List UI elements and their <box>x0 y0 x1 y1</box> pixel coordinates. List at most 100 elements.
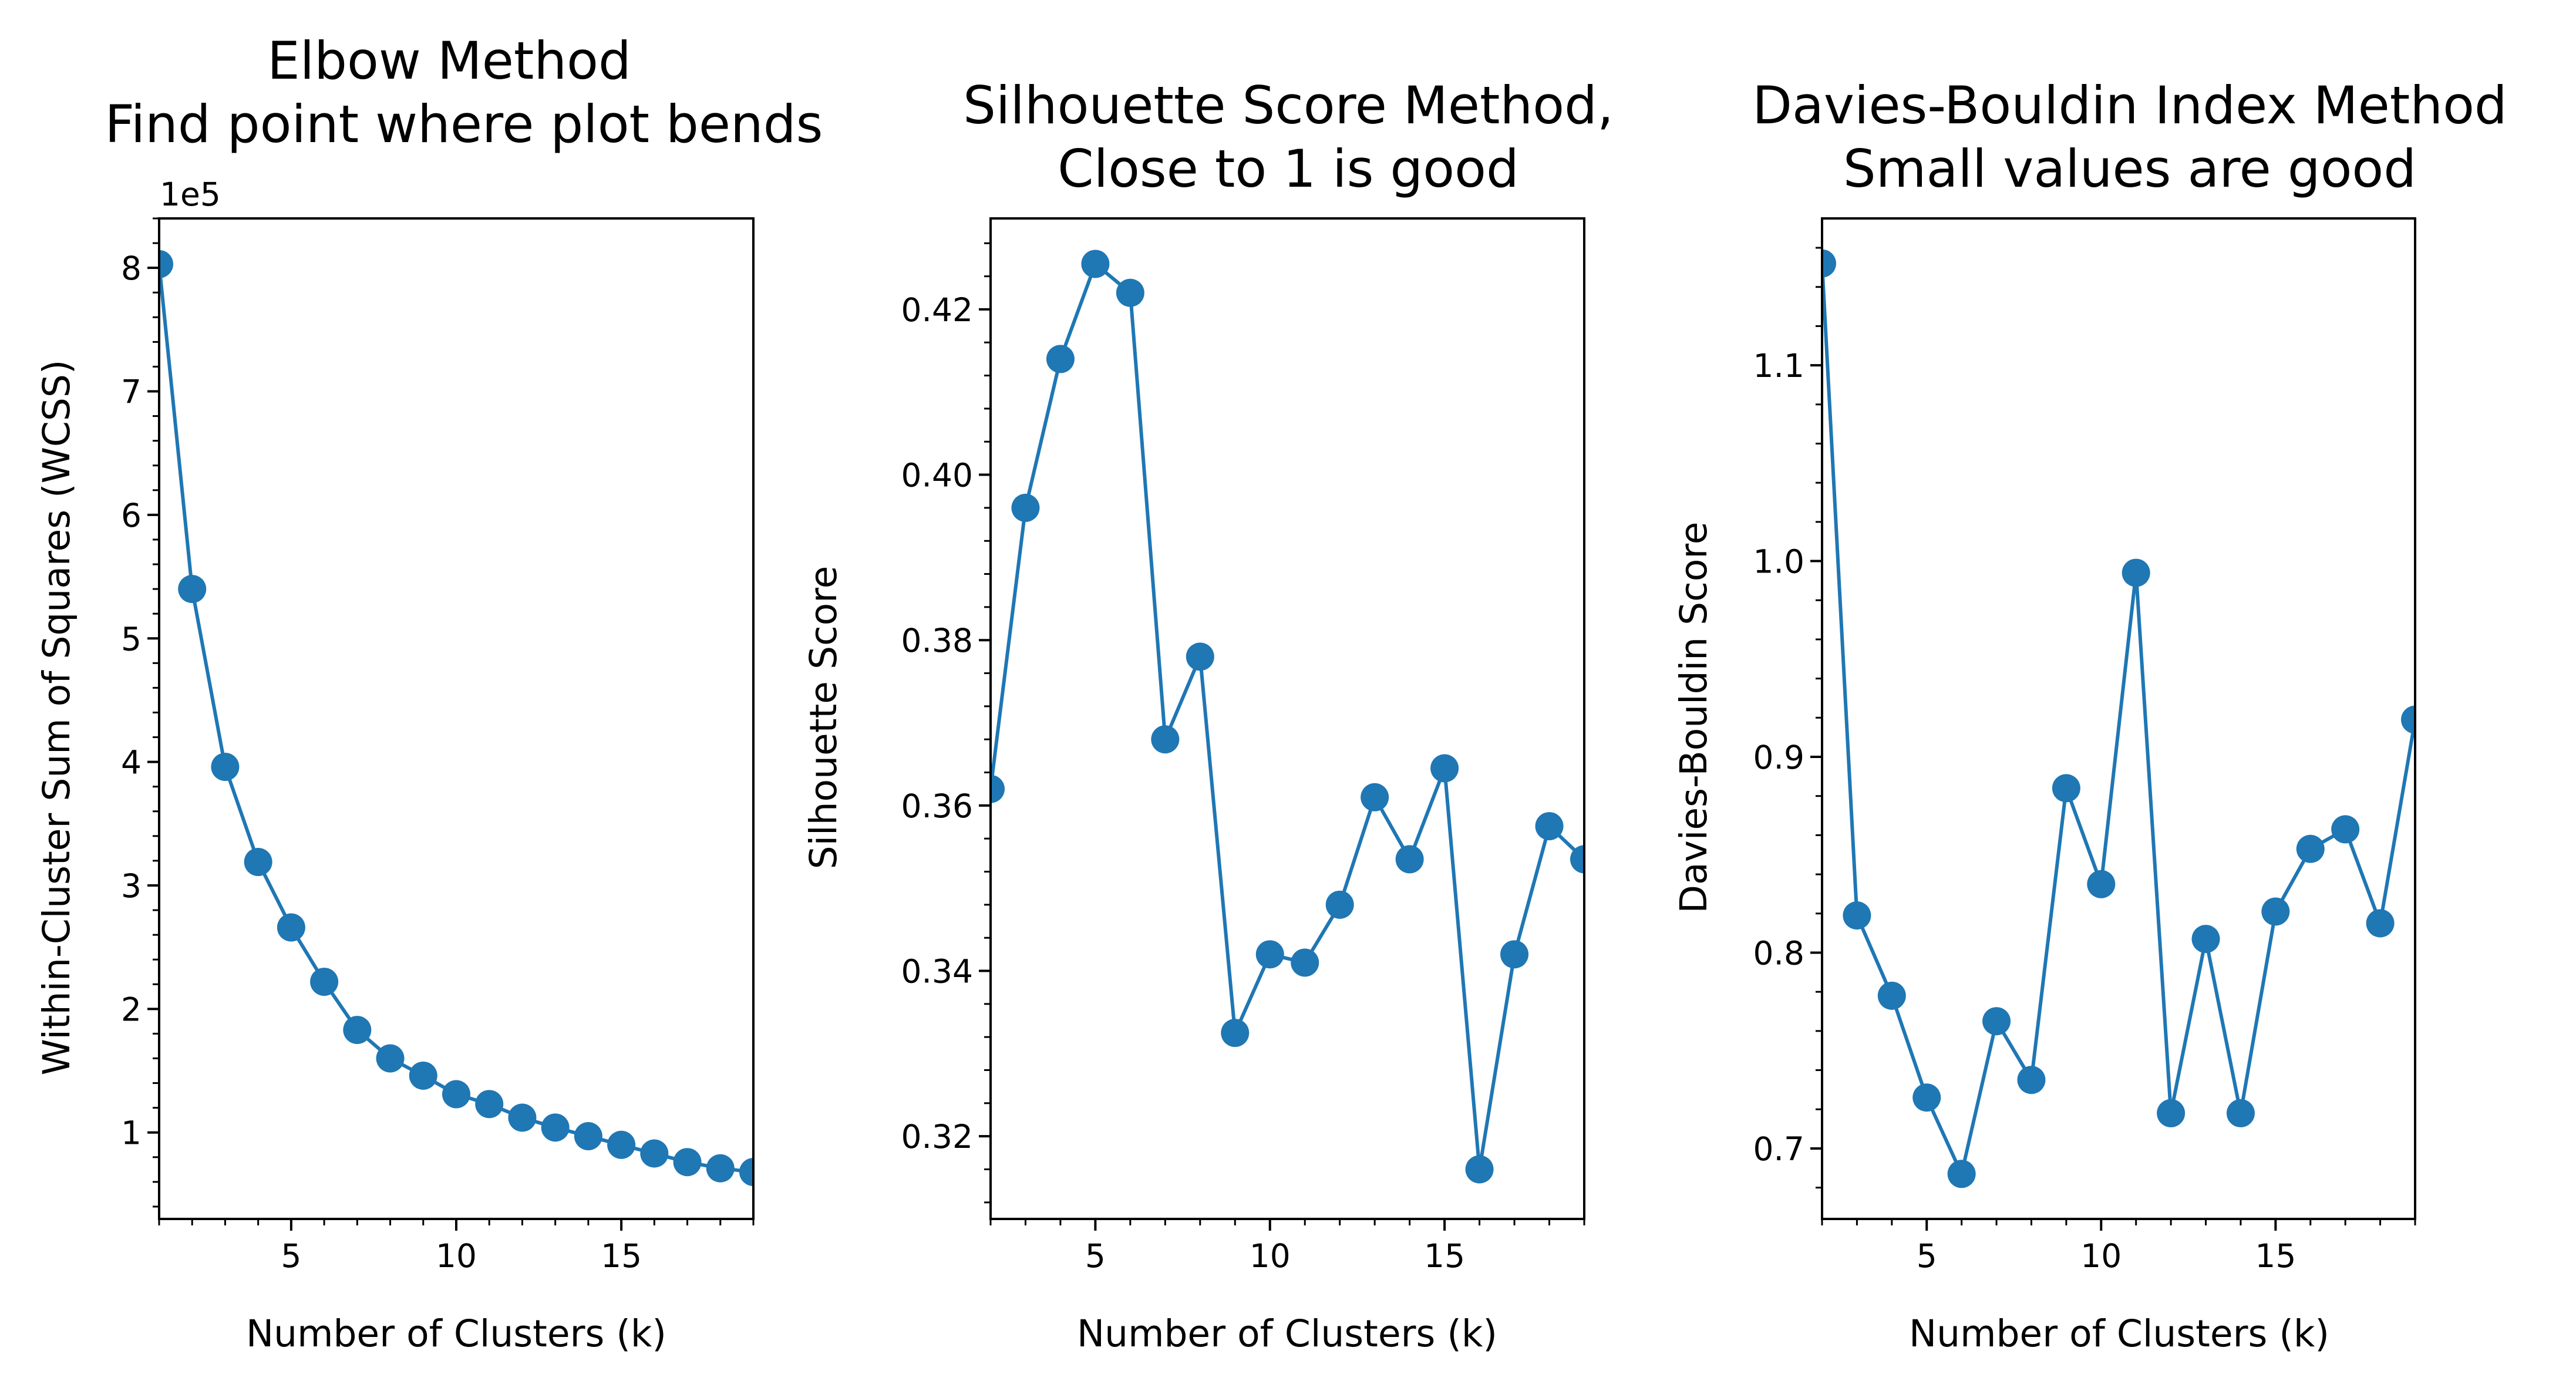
elbow-ticks: 5 10 15 1 2 3 4 5 6 7 8 <box>121 217 755 1275</box>
elbow-data-point <box>607 1130 636 1159</box>
silhouette-data-point <box>1430 754 1459 783</box>
davies-bouldin-y-tick-label: 0.9 <box>1753 739 1804 776</box>
elbow-data-point <box>310 968 339 996</box>
davies-bouldin-data-point <box>2261 897 2290 926</box>
elbow-data-point <box>277 913 305 942</box>
davies-bouldin-data-point <box>1843 901 1871 930</box>
elbow-title-line-1: Elbow Method <box>267 31 631 91</box>
davies-bouldin-x-tick-label: 10 <box>2080 1237 2122 1275</box>
elbow-x-tick-label: 5 <box>281 1237 301 1275</box>
davies-bouldin-data-point <box>1982 1007 2011 1036</box>
elbow-y-tick-label: 4 <box>121 744 142 782</box>
silhouette-data-point <box>1081 250 1110 278</box>
davies-bouldin-data-point <box>2017 1066 2046 1094</box>
silhouette-data-point <box>1255 940 1284 969</box>
silhouette-y-axis-label: Silhouette Score <box>802 566 845 870</box>
davies-bouldin-y-tick-label: 1.1 <box>1753 347 1804 385</box>
elbow-data-point <box>159 250 173 278</box>
elbow-y-tick-label: 2 <box>121 991 142 1028</box>
silhouette-data-point <box>1535 812 1564 841</box>
silhouette-data-point <box>991 774 1005 803</box>
davies-bouldin-y-tick-label: 0.8 <box>1753 934 1804 972</box>
elbow-data-point <box>244 848 272 877</box>
elbow-data-point <box>376 1044 405 1073</box>
davies-bouldin-data-point <box>2087 870 2116 898</box>
silhouette-x-tick-label: 5 <box>1085 1237 1106 1275</box>
elbow-y-axis-label: Within-Cluster Sum of Squares (WCSS) <box>35 360 78 1076</box>
silhouette-data-point <box>1570 845 1584 874</box>
silhouette-y-tick-label: 0.34 <box>901 953 973 991</box>
davies-bouldin-series-line <box>1822 263 2415 1180</box>
silhouette-x-tick-label: 15 <box>1424 1237 1465 1275</box>
davies-bouldin-data-point <box>1822 249 1836 278</box>
davies-bouldin-chart: Davies-Bouldin Index Method Small values… <box>1672 75 2507 1355</box>
silhouette-y-tick-label: 0.42 <box>901 291 973 329</box>
silhouette-series <box>991 250 1584 1184</box>
davies-bouldin-data-point <box>2052 774 2080 803</box>
silhouette-chart: Silhouette Score Method, Close to 1 is g… <box>802 75 1614 1355</box>
silhouette-data-point <box>1325 890 1354 919</box>
davies-bouldin-data-point <box>2296 834 2325 863</box>
davies-bouldin-data-point <box>2226 1099 2255 1127</box>
davies-bouldin-x-axis-label: Number of Clusters (k) <box>1909 1312 2329 1355</box>
davies-bouldin-data-point <box>1877 981 1906 1010</box>
silhouette-series-line <box>991 261 1584 1170</box>
davies-bouldin-x-tick-label: 5 <box>1917 1237 1937 1275</box>
davies-bouldin-series <box>1822 249 2415 1188</box>
silhouette-data-point <box>1011 493 1040 522</box>
davies-bouldin-data-point <box>2157 1099 2186 1127</box>
elbow-data-point <box>739 1158 753 1187</box>
elbow-y-tick-label: 7 <box>121 373 142 411</box>
davies-bouldin-data-point <box>2401 705 2415 734</box>
davies-bouldin-plot-frame <box>1821 217 2416 1220</box>
silhouette-title-line-1: Silhouette Score Method, <box>963 75 1614 136</box>
silhouette-data-point <box>1151 725 1180 754</box>
elbow-data-point <box>178 575 207 604</box>
elbow-y-tick-label: 5 <box>121 620 142 658</box>
silhouette-data-point <box>1116 278 1144 307</box>
elbow-x-tick-label: 10 <box>436 1237 477 1275</box>
davies-bouldin-data-point <box>1912 1083 1941 1112</box>
silhouette-data-point <box>1046 345 1075 373</box>
davies-bouldin-y-axis-label: Davies-Bouldin Score <box>1672 521 1715 913</box>
silhouette-data-point <box>1500 940 1529 969</box>
elbow-data-point <box>541 1113 570 1142</box>
davies-bouldin-title-line-1: Davies-Bouldin Index Method <box>1752 75 2507 136</box>
davies-bouldin-data-point <box>2331 815 2360 844</box>
elbow-data-point <box>640 1139 669 1168</box>
silhouette-ticks: 5 10 15 0.32 0.34 0.36 0.38 0.40 0.42 <box>901 242 1585 1275</box>
elbow-y-tick-label: 1 <box>121 1114 142 1152</box>
elbow-y-tick-label: 3 <box>121 867 142 905</box>
elbow-x-tick-label: 15 <box>601 1237 642 1275</box>
silhouette-data-point <box>1395 845 1424 874</box>
silhouette-data-point <box>1361 783 1389 811</box>
silhouette-y-tick-label: 0.32 <box>901 1118 973 1156</box>
elbow-data-point <box>211 753 240 782</box>
silhouette-title-line-2: Close to 1 is good <box>1058 139 1519 199</box>
silhouette-x-axis-label: Number of Clusters (k) <box>1077 1312 1497 1355</box>
elbow-series-line <box>159 264 753 1174</box>
elbow-y-tick-label: 8 <box>121 250 142 287</box>
silhouette-data-point <box>1465 1155 1494 1184</box>
elbow-data-point <box>475 1090 504 1119</box>
silhouette-x-tick-label: 10 <box>1250 1237 1291 1275</box>
elbow-data-point <box>343 1016 372 1045</box>
elbow-plot-frame <box>158 217 755 1220</box>
elbow-data-point <box>442 1080 470 1109</box>
davies-bouldin-data-point <box>2122 558 2150 587</box>
elbow-x-axis-label: Number of Clusters (k) <box>246 1312 666 1355</box>
elbow-y-offset-label: 1e5 <box>160 176 221 213</box>
davies-bouldin-y-tick-label: 0.7 <box>1753 1130 1804 1168</box>
davies-bouldin-y-tick-label: 1.0 <box>1753 543 1804 581</box>
davies-bouldin-data-point <box>1947 1160 1976 1188</box>
davies-bouldin-x-tick-label: 15 <box>2255 1237 2296 1275</box>
silhouette-data-point <box>1186 642 1214 671</box>
elbow-data-point <box>673 1148 702 1177</box>
davies-bouldin-data-point <box>2191 925 2220 954</box>
silhouette-y-tick-label: 0.40 <box>901 457 973 494</box>
elbow-data-point <box>706 1154 735 1183</box>
silhouette-plot-frame <box>989 217 1585 1220</box>
davies-bouldin-ticks: 5 10 15 0.7 0.8 0.9 1.0 1.1 <box>1753 247 2416 1275</box>
silhouette-y-tick-label: 0.36 <box>901 787 973 825</box>
